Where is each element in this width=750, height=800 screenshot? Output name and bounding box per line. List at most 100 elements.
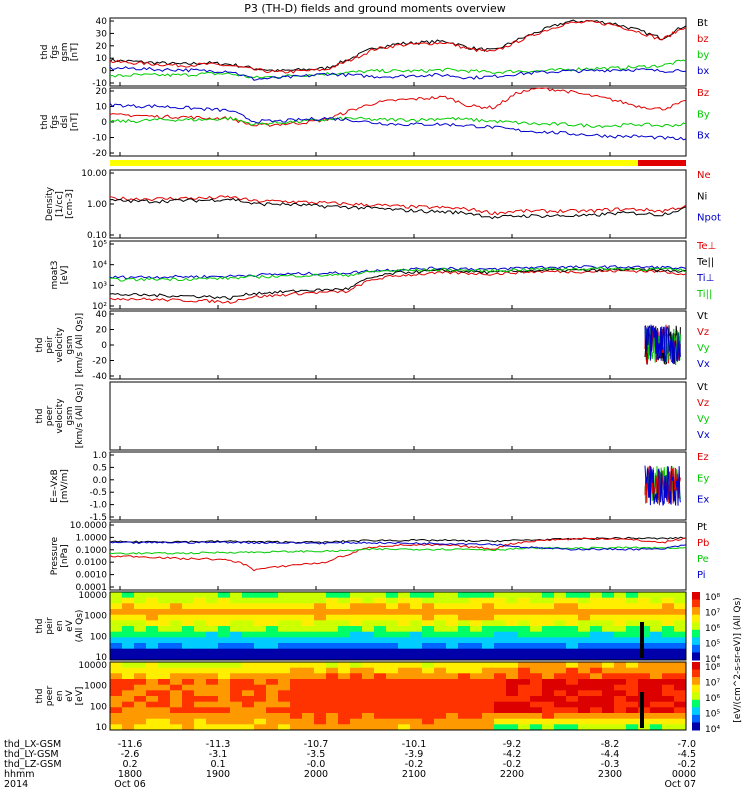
y-axis-label: thd <box>40 45 50 60</box>
spectrogram-cell <box>458 643 471 650</box>
spectrogram-cell <box>290 690 303 697</box>
spectrogram-cell <box>662 718 675 725</box>
spectrogram-cell <box>518 696 531 703</box>
y-tick-label: 1.0000 <box>76 533 108 543</box>
spectrogram-cell <box>590 718 603 725</box>
spectrogram-cell <box>290 718 303 725</box>
spectrogram-cell <box>218 713 231 720</box>
spectrogram-cell <box>674 637 687 644</box>
spectrogram-cell <box>662 713 675 720</box>
spectrogram-cell <box>182 603 195 610</box>
spectrogram-cell <box>386 626 399 633</box>
footer-value: -2.6 <box>121 749 140 760</box>
spectrogram-cell <box>230 662 243 669</box>
spectrogram-cell <box>626 614 639 621</box>
spectrogram-cell <box>350 701 363 708</box>
spectrogram-cell <box>302 614 315 621</box>
spectrogram-cell <box>266 684 279 691</box>
spectrogram-cell <box>386 662 399 669</box>
spectrogram-cell <box>374 701 387 708</box>
spectrogram-cell <box>326 718 339 725</box>
spectrogram-cell <box>518 614 531 621</box>
spectrogram-cell <box>386 654 399 661</box>
spectrogram-cell <box>302 707 315 714</box>
legend-ti⊥: Ti⊥ <box>696 273 714 284</box>
spectrogram-cell <box>254 667 267 674</box>
spectrogram-cell <box>530 614 543 621</box>
spectrogram-cell <box>506 690 519 697</box>
spectrogram-cell <box>494 684 507 691</box>
spectrogram-cell <box>194 696 207 703</box>
spectrogram-cell <box>122 696 135 703</box>
spectrogram-cell <box>662 690 675 697</box>
spectrogram-cell <box>230 631 243 638</box>
footer-label: thd_LY-GSM <box>4 749 59 760</box>
spectrogram-cell <box>410 718 423 725</box>
spectrogram-cell <box>650 597 663 604</box>
spectrogram-cell <box>266 592 279 599</box>
spectrogram-cell <box>530 620 543 627</box>
panel-frame <box>109 310 687 380</box>
spectrogram-cell <box>350 643 363 650</box>
spectrogram-cell <box>422 648 435 655</box>
spectrogram-cell <box>266 603 279 610</box>
spectrogram-cell <box>590 673 603 680</box>
spectrogram-cell <box>506 597 519 604</box>
spectrogram-cell <box>158 648 171 655</box>
spectrogram-cell <box>470 654 483 661</box>
spectrogram-cell <box>110 724 123 731</box>
spectrogram-cell <box>134 648 147 655</box>
spectrogram-cell <box>614 696 627 703</box>
spectrogram-cell <box>578 684 591 691</box>
spectrogram-cell <box>242 637 255 644</box>
spectrogram-cell <box>134 643 147 650</box>
spectrogram-cell <box>230 648 243 655</box>
spectrogram-cell <box>254 637 267 644</box>
spectrogram-cell <box>302 631 315 638</box>
spectrogram-cell <box>590 690 603 697</box>
spectrogram-cell <box>542 592 555 599</box>
spectrogram-cell <box>518 718 531 725</box>
spectrogram-cell <box>386 631 399 638</box>
spectrogram-cell <box>518 673 531 680</box>
spectrogram-cell <box>374 696 387 703</box>
spectrogram-cell <box>350 631 363 638</box>
spectrogram-cell <box>290 603 303 610</box>
spectrogram-cell <box>122 592 135 599</box>
spectrogram-cell <box>650 631 663 638</box>
spectrogram-cell <box>242 696 255 703</box>
spectrogram-cell <box>134 592 147 599</box>
spectrogram-cell <box>674 707 687 714</box>
spectrogram-cell <box>566 648 579 655</box>
spectrogram-cell <box>518 631 531 638</box>
spectrogram-cell <box>506 662 519 669</box>
spectrogram-cell <box>530 667 543 674</box>
spectrogram-cell <box>434 684 447 691</box>
spectrogram-cell <box>134 603 147 610</box>
spectrogram-cell <box>566 643 579 650</box>
y-tick-label: 10 <box>96 103 108 113</box>
y-tick-label: 0.0 <box>93 476 108 486</box>
spectrogram-cell <box>398 614 411 621</box>
spectrogram-cell <box>302 667 315 674</box>
spectrogram-cell <box>422 592 435 599</box>
spectrogram-cell <box>542 631 555 638</box>
colorbar-tick-label: 10⁷ <box>705 609 720 619</box>
spectrogram-cell <box>110 713 123 720</box>
spectrogram-cell <box>530 684 543 691</box>
y-tick-label: 1000 <box>84 612 107 622</box>
spectrogram-cell <box>554 701 567 708</box>
spectrogram-cell <box>218 696 231 703</box>
spectrogram-cell <box>350 654 363 661</box>
spectrogram-cell <box>602 673 615 680</box>
spectrogram-cell <box>302 637 315 644</box>
footer-value: -4.5 <box>677 749 696 760</box>
spectrogram-cell <box>350 724 363 731</box>
spectrogram-cell <box>386 701 399 708</box>
spectrogram-cell <box>566 713 579 720</box>
spectrogram-cell <box>290 609 303 616</box>
spectrogram-cell <box>398 707 411 714</box>
spectrogram-cell <box>554 620 567 627</box>
spectrogram-cell <box>122 690 135 697</box>
spectrogram-cell <box>422 614 435 621</box>
